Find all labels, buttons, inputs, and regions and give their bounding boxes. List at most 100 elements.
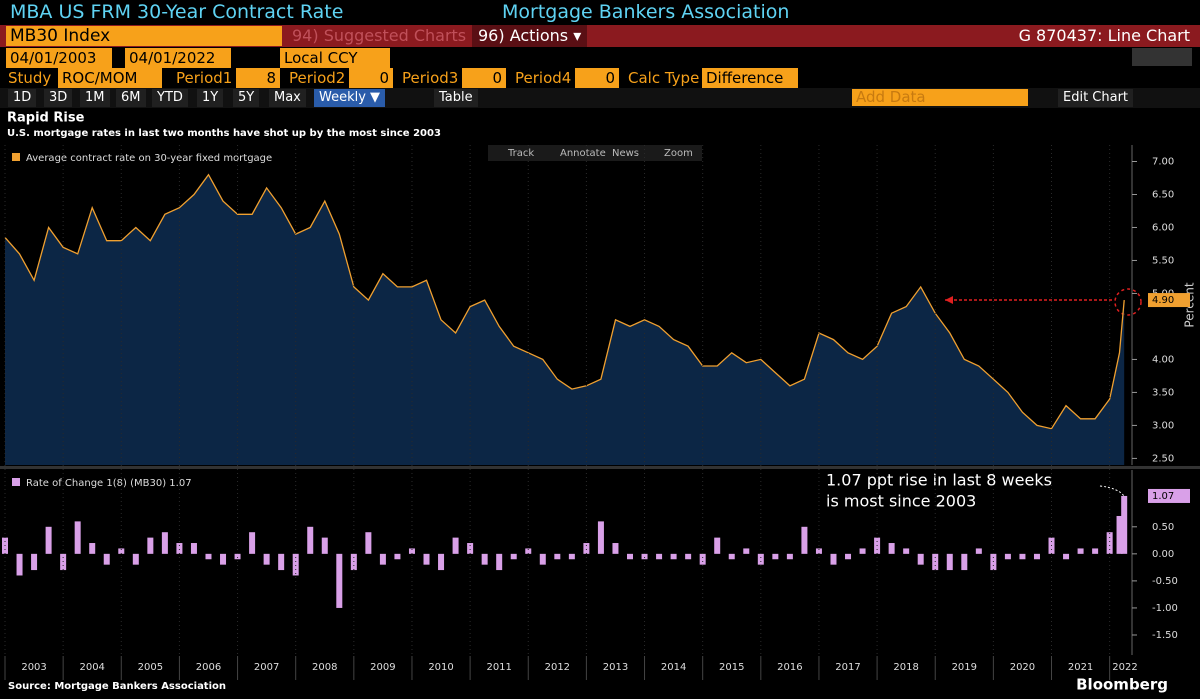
value-label: 1.07: [1152, 491, 1174, 502]
bar: [1116, 515, 1123, 554]
study-bar: Study ROC/MOM Calc Type Difference Perio…: [0, 68, 1200, 88]
range-button[interactable]: Max: [269, 89, 306, 107]
bar: [859, 548, 866, 554]
bar: [612, 543, 619, 554]
range-button[interactable]: YTD: [152, 89, 188, 107]
arrowhead: [945, 296, 953, 304]
bar: [1019, 553, 1026, 560]
bar: [510, 553, 517, 560]
bar: [16, 553, 23, 576]
bar: [452, 537, 459, 554]
bar: [481, 553, 488, 565]
bar: [568, 553, 575, 560]
bar: [263, 553, 270, 565]
bar: [467, 543, 474, 554]
period-label: Period2: [289, 69, 346, 87]
footer-bg: [0, 680, 1200, 699]
bar: [496, 553, 503, 571]
range-button[interactable]: 1D: [8, 89, 37, 107]
annotation: 1.07 ppt rise in last 8 weeks: [826, 471, 1052, 490]
bar: [1106, 532, 1113, 554]
bar: [438, 553, 445, 571]
x-tick-label: 2020: [1010, 662, 1035, 673]
bar: [307, 526, 314, 554]
calc-value[interactable]: Difference: [702, 68, 798, 88]
bar: [1033, 553, 1040, 560]
bar: [89, 543, 96, 554]
y-tick-label: 4.00: [1152, 354, 1174, 365]
bar: [321, 537, 328, 554]
range-button[interactable]: 1Y: [197, 89, 224, 107]
bar: [74, 521, 81, 554]
bar: [1063, 553, 1070, 560]
bar: [670, 553, 677, 560]
range-button[interactable]: 5Y: [233, 89, 260, 107]
edit-chart[interactable]: Edit Chart: [1058, 89, 1134, 107]
chart-tool: Zoom: [664, 148, 693, 159]
bar: [161, 532, 168, 554]
range-button[interactable]: 1M: [80, 89, 110, 107]
y-tick-label: -1.50: [1152, 630, 1178, 641]
bar: [118, 548, 125, 554]
suggested-charts[interactable]: 94) Suggested Charts: [292, 26, 467, 45]
security-bar: MB30 Index 94) Suggested Charts 96) Acti…: [0, 25, 1200, 47]
bar: [190, 543, 197, 554]
nav-buttons[interactable]: [1132, 48, 1192, 66]
bar: [249, 532, 256, 554]
currency[interactable]: Local CCY: [280, 48, 390, 68]
bar: [423, 553, 430, 565]
bar: [394, 553, 401, 560]
period-value[interactable]: 0: [575, 68, 619, 88]
title-bar: MBA US FRM 30-Year Contract Rate Mortgag…: [0, 0, 1200, 25]
period-value[interactable]: 8: [236, 68, 280, 88]
value-label-bg: [1148, 488, 1190, 503]
add-data[interactable]: Add Data: [852, 89, 1028, 106]
study-label: Study: [8, 69, 52, 87]
bar: [1121, 495, 1128, 554]
bar: [31, 553, 38, 571]
highlight-circle: [1114, 288, 1142, 316]
x-tick-label: 2003: [21, 662, 46, 673]
chart-tool: News: [612, 148, 639, 159]
period-value[interactable]: 0: [349, 68, 393, 88]
period-label: Period3: [402, 69, 459, 87]
bar: [205, 553, 212, 560]
title: MBA US FRM 30-Year Contract Rate: [10, 1, 344, 23]
panel-divider: [0, 466, 1200, 469]
bar: [845, 553, 852, 560]
y-tick-label: 6.00: [1152, 222, 1174, 233]
bar: [103, 553, 110, 565]
actions-menu[interactable]: 96) Actions ▾: [472, 25, 588, 47]
y-tick-label: 3.00: [1152, 420, 1174, 431]
y-tick-label: 5.50: [1152, 255, 1174, 266]
period-label: Period4: [515, 69, 572, 87]
bar: [888, 543, 895, 554]
start-date[interactable]: 04/01/2003: [6, 48, 112, 68]
bar: [786, 553, 793, 560]
bar: [830, 553, 837, 565]
frequency[interactable]: Weekly ▼: [314, 89, 386, 107]
bar: [685, 553, 692, 560]
end-date[interactable]: 04/01/2022: [125, 48, 231, 68]
bar: [1092, 548, 1099, 554]
x-tick-label: 2017: [835, 662, 860, 673]
value-label: 4.90: [1152, 295, 1174, 306]
period-value[interactable]: 0: [462, 68, 506, 88]
ticker-field[interactable]: MB30 Index: [6, 26, 282, 46]
bar: [278, 553, 285, 571]
range-button[interactable]: 6M: [116, 89, 146, 107]
legend-label: Average contract rate on 30-year fixed m…: [26, 153, 272, 164]
bar: [641, 553, 648, 560]
chart-subtitle: U.S. mortgage rates in last two months h…: [7, 128, 441, 139]
y-tick-label: 0.00: [1152, 549, 1174, 560]
table-button[interactable]: Table: [434, 89, 478, 107]
x-tick-label: 2012: [545, 662, 570, 673]
x-tick-label: 2008: [312, 662, 337, 673]
date-bar: 04/01/2003 04/01/2022 Local CCY: [0, 48, 1200, 68]
chart-title: Rapid Rise: [7, 111, 85, 126]
bar: [539, 553, 546, 565]
range-button[interactable]: 3D: [44, 89, 73, 107]
study-value[interactable]: ROC/MOM: [58, 68, 162, 88]
bar: [1077, 548, 1084, 554]
